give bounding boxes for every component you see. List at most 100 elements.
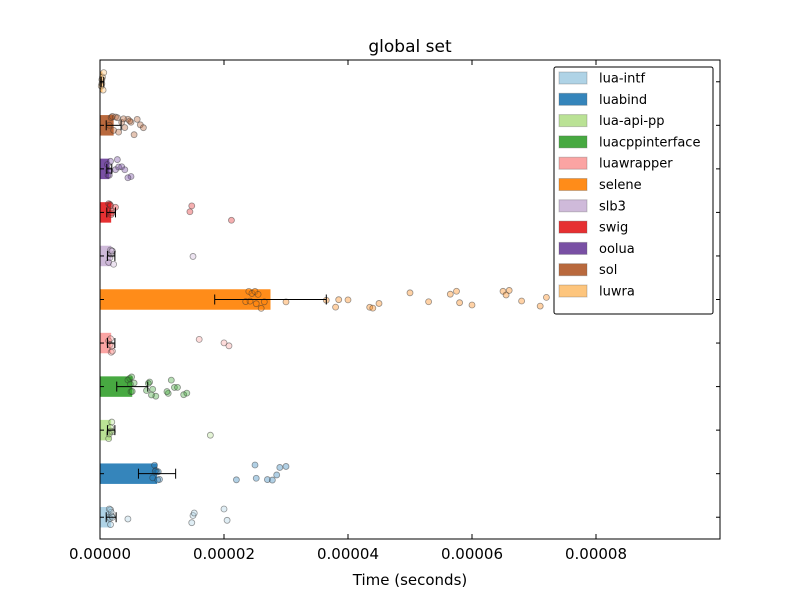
sample-point-luacppinterface	[180, 391, 188, 399]
x-tick-label: 0.00002	[193, 545, 255, 563]
sample-point-luacppinterface	[126, 380, 134, 388]
legend-entry-slb3: slb3	[558, 199, 626, 214]
legend-entry-selene: selene	[558, 178, 642, 193]
sample-point-selene	[468, 301, 476, 309]
error-bar-selene	[214, 294, 327, 305]
legend-swatch	[558, 135, 588, 149]
sample-point-lua-intf	[220, 505, 228, 513]
bar-luabind	[100, 463, 158, 484]
sample-point-sol	[110, 126, 118, 134]
sample-point-selene	[406, 289, 414, 297]
bars-layer	[100, 71, 271, 528]
errors-layer	[100, 76, 327, 523]
legend-swatch	[558, 241, 588, 255]
legend-swatch	[558, 71, 588, 85]
sample-point-slb3	[189, 253, 197, 260]
bar-oolua	[100, 158, 110, 180]
legend-entry-luacppinterface: luacppinterface	[558, 135, 700, 150]
sample-point-luabind	[273, 471, 281, 479]
points-layer	[97, 69, 687, 528]
sample-point-lua-intf	[107, 521, 114, 528]
sample-point-luawrapper	[107, 335, 114, 343]
legend-label: luwra	[599, 285, 635, 300]
legend-frame	[553, 66, 714, 315]
sample-point-luabind	[263, 476, 271, 483]
legend-swatch	[558, 220, 588, 234]
legend-swatch	[558, 199, 588, 213]
sample-point-luacppinterface	[144, 380, 152, 387]
sample-point-selene	[260, 298, 268, 306]
sample-point-selene	[332, 303, 340, 311]
legend-swatch	[558, 263, 588, 277]
sample-point-swig	[188, 202, 196, 210]
sample-point-selene	[254, 290, 262, 298]
sample-point-oolua	[104, 171, 112, 179]
legend-label: selene	[599, 178, 642, 193]
legend-label: lua-intf	[599, 72, 645, 87]
sample-point-selene	[505, 287, 513, 294]
sample-point-oolua	[121, 166, 129, 174]
sample-point-luacppinterface	[163, 388, 171, 395]
sample-point-luabind	[232, 476, 240, 484]
sample-point-luabind	[251, 461, 259, 469]
legend-swatch	[558, 114, 588, 128]
sample-point-selene	[344, 296, 352, 304]
sample-point-luwra	[100, 69, 108, 77]
sample-point-selene	[536, 302, 544, 310]
sample-point-sol	[115, 128, 122, 136]
legend-entry-luawrapper: luawrapper	[558, 156, 673, 172]
sample-point-swig	[107, 202, 114, 210]
bar-lua-api-pp	[100, 419, 112, 441]
legend-entry-luwra: luwra	[558, 284, 635, 300]
error-bar-swig	[106, 207, 116, 218]
sample-point-lua-api-pp	[108, 418, 116, 426]
sample-point-luacppinterface	[143, 387, 150, 394]
sample-point-selene	[453, 287, 460, 295]
sample-point-lua-intf	[124, 515, 132, 523]
error-bar-lua-intf	[105, 512, 117, 523]
legend-entry-luabind: luabind	[558, 92, 647, 108]
sample-point-slb3	[110, 260, 118, 268]
error-bar-slb3	[106, 250, 116, 261]
x-tick-label: 0.00004	[317, 545, 379, 563]
chart-title: global set	[368, 37, 452, 57]
sample-point-selene	[369, 304, 377, 312]
sample-point-luabind	[268, 476, 276, 484]
sample-point-selene	[456, 299, 464, 307]
sample-point-selene	[502, 291, 510, 299]
bar-selene	[100, 289, 271, 310]
sample-point-oolua	[107, 157, 114, 165]
sample-point-luacppinterface	[167, 376, 175, 384]
bar-luawrapper	[100, 332, 112, 354]
sample-point-lua-intf	[223, 516, 231, 524]
error-bar-luawrapper	[106, 338, 116, 349]
sample-point-sol	[120, 115, 127, 123]
bar-slb3	[100, 245, 112, 267]
sample-point-lua-intf	[188, 519, 196, 527]
sample-point-luabind	[276, 464, 284, 471]
sample-point-luabind	[151, 468, 159, 475]
sample-point-luacppinterface	[148, 391, 155, 399]
sample-point-oolua	[113, 156, 121, 163]
sample-point-luwra	[99, 86, 107, 94]
sample-point-luacppinterface	[128, 373, 136, 381]
sample-point-luacppinterface	[183, 389, 191, 397]
sample-point-sol	[139, 124, 147, 132]
bar-luacppinterface	[100, 376, 133, 397]
sample-point-luacppinterface	[149, 385, 157, 393]
x-axis-label: Time (seconds)	[352, 571, 468, 589]
sample-point-luawrapper	[220, 339, 228, 347]
error-bar-luacppinterface	[116, 381, 149, 392]
sample-point-luawrapper	[225, 342, 233, 350]
sample-point-oolua	[124, 174, 132, 182]
legend-entry-lua-api-pp: lua-api-pp	[558, 114, 665, 129]
sample-point-sol	[118, 118, 126, 126]
sample-point-swig	[186, 208, 194, 216]
x-tick-label: 0.00008	[565, 545, 627, 563]
ticks-layer: 0.00000 0.00002 0.00004 0.00006 0.00008	[69, 60, 720, 563]
legend: lua-intf luabind lua-api-pp luacppinterface…	[553, 66, 714, 315]
sample-point-selene	[518, 297, 525, 305]
sample-point-luabind	[154, 476, 162, 484]
sample-point-luawrapper	[195, 335, 203, 343]
sample-point-sol	[130, 131, 138, 139]
